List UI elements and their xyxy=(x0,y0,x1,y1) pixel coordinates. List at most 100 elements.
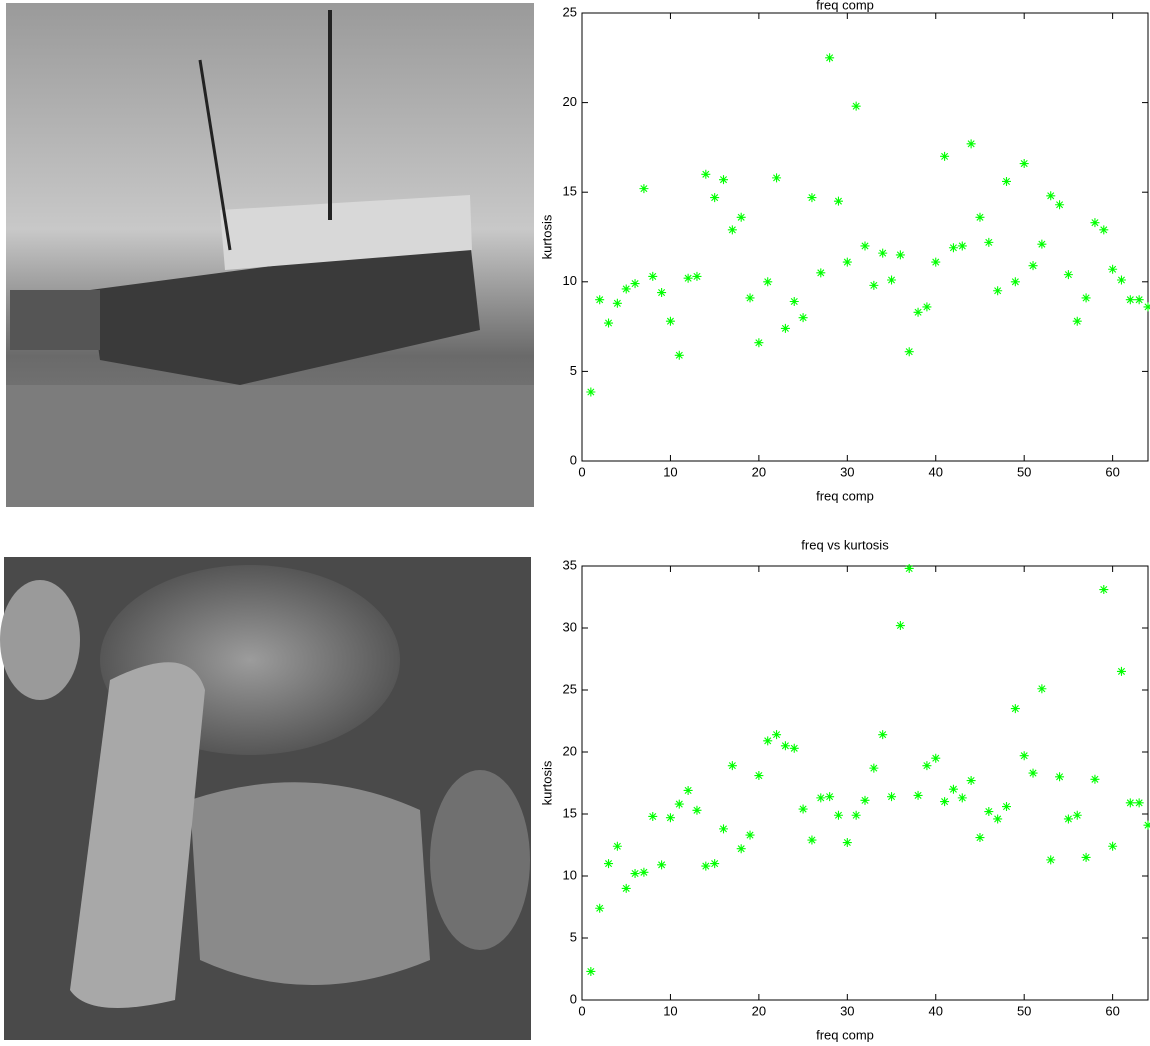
point xyxy=(958,793,967,802)
point xyxy=(887,276,896,285)
point xyxy=(861,241,870,250)
y-tick-label: 25 xyxy=(563,681,577,696)
point xyxy=(763,277,772,286)
point xyxy=(701,170,710,179)
y-tick-label: 5 xyxy=(570,363,577,378)
plot-area xyxy=(582,13,1148,461)
point xyxy=(595,295,604,304)
x-tick-label: 30 xyxy=(840,1003,854,1018)
point xyxy=(905,564,914,573)
point xyxy=(622,284,631,293)
point xyxy=(905,347,914,356)
point xyxy=(692,272,701,281)
point xyxy=(684,274,693,283)
plot-area xyxy=(582,566,1148,1000)
point xyxy=(993,286,1002,295)
x-tick-label: 0 xyxy=(578,1003,585,1018)
x-axis-label: freq comp xyxy=(816,1027,874,1042)
y-tick-label: 35 xyxy=(563,557,577,572)
point xyxy=(728,225,737,234)
x-tick-label: 40 xyxy=(929,1003,943,1018)
point xyxy=(1099,585,1108,594)
page: 01020304050600510152025freq compfreq com… xyxy=(0,0,1150,1046)
x-tick-label: 10 xyxy=(663,464,677,479)
x-tick-label: 50 xyxy=(1017,464,1031,479)
y-axis-label: kurtosis xyxy=(539,214,554,259)
y-tick-label: 10 xyxy=(563,273,577,288)
y-axis-label: kurtosis xyxy=(539,760,554,805)
point xyxy=(975,213,984,222)
y-tick-label: 20 xyxy=(563,743,577,758)
point xyxy=(772,173,781,182)
y-tick-label: 20 xyxy=(563,94,577,109)
point xyxy=(816,793,825,802)
peppers-photo xyxy=(0,557,531,1040)
point xyxy=(1055,200,1064,209)
point xyxy=(1090,218,1099,227)
point xyxy=(1135,295,1144,304)
figure: 01020304050600510152025freq compfreq com… xyxy=(0,0,1150,1046)
x-axis-label: freq comp xyxy=(816,488,874,503)
x-tick-label: 10 xyxy=(663,1003,677,1018)
point xyxy=(967,139,976,148)
point xyxy=(975,833,984,842)
point xyxy=(869,764,878,773)
y-tick-label: 0 xyxy=(570,991,577,1006)
point xyxy=(922,302,931,311)
point xyxy=(790,297,799,306)
point xyxy=(781,324,790,333)
point xyxy=(1002,802,1011,811)
point xyxy=(1126,295,1135,304)
x-tick-label: 20 xyxy=(752,1003,766,1018)
point xyxy=(657,288,666,297)
chart-title: freq comp xyxy=(816,0,874,12)
point xyxy=(675,351,684,360)
point xyxy=(719,175,728,184)
point xyxy=(1117,276,1126,285)
point xyxy=(1011,277,1020,286)
point xyxy=(931,258,940,267)
point xyxy=(940,152,949,161)
point xyxy=(1037,240,1046,249)
point xyxy=(1046,191,1055,200)
point xyxy=(1046,855,1055,864)
y-tick-label: 5 xyxy=(570,929,577,944)
point xyxy=(852,102,861,111)
point xyxy=(984,238,993,247)
point xyxy=(710,193,719,202)
y-tick-label: 10 xyxy=(563,867,577,882)
point xyxy=(1082,293,1091,302)
y-tick-label: 30 xyxy=(563,619,577,634)
point xyxy=(604,319,613,328)
point xyxy=(684,786,693,795)
x-tick-label: 0 xyxy=(578,464,585,479)
point xyxy=(737,213,746,222)
point xyxy=(896,250,905,259)
point xyxy=(1108,265,1117,274)
point xyxy=(816,268,825,277)
y-tick-label: 25 xyxy=(563,4,577,19)
y-tick-label: 15 xyxy=(563,184,577,199)
point xyxy=(949,243,958,252)
y-tick-label: 15 xyxy=(563,805,577,820)
point xyxy=(754,338,763,347)
x-tick-label: 30 xyxy=(840,464,854,479)
point xyxy=(719,824,728,833)
point xyxy=(1099,225,1108,234)
boat-photo xyxy=(6,3,534,507)
point xyxy=(1020,159,1029,168)
point xyxy=(843,258,852,267)
point xyxy=(666,317,675,326)
point xyxy=(807,193,816,202)
x-tick-label: 20 xyxy=(752,464,766,479)
point xyxy=(1029,261,1038,270)
y-tick-label: 0 xyxy=(570,452,577,467)
point xyxy=(799,313,808,322)
point xyxy=(746,293,755,302)
point xyxy=(631,279,640,288)
point xyxy=(869,281,878,290)
x-tick-label: 60 xyxy=(1105,464,1119,479)
chart-title: freq vs kurtosis xyxy=(801,537,889,552)
point xyxy=(1073,317,1082,326)
point xyxy=(648,272,657,281)
